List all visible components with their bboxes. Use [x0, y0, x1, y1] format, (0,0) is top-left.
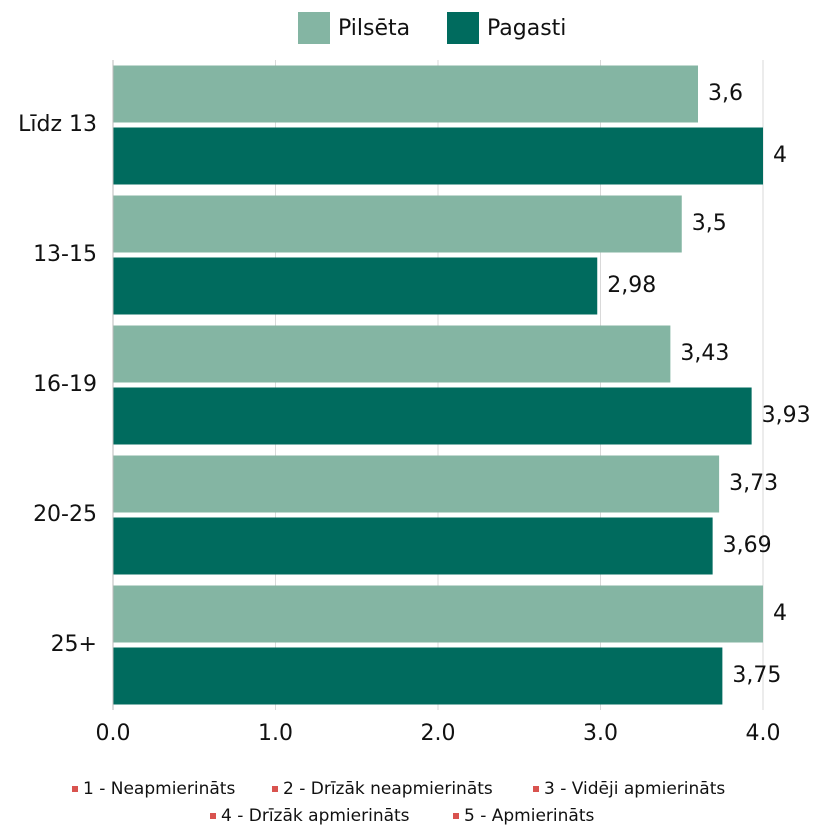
x-tick-label: 2.0 [421, 721, 456, 746]
value-label: 2,98 [607, 273, 656, 298]
legend-swatch [447, 12, 479, 44]
y-tick-label: 16-19 [33, 372, 97, 397]
bar [113, 387, 752, 445]
bar [113, 325, 671, 383]
scale-label: 5 - Apmierināts [464, 806, 594, 826]
legend-label: Pagasti [487, 16, 566, 41]
value-label: 3,75 [732, 663, 781, 688]
bar [113, 195, 682, 253]
scale-swatch [210, 813, 216, 819]
scale-label: 3 - Vidēji apmierināts [544, 779, 725, 799]
y-tick-label: Līdz 13 [18, 112, 97, 137]
scale-swatch [453, 813, 459, 819]
scale-swatch [533, 786, 539, 792]
bar [113, 585, 763, 643]
bar [113, 517, 713, 575]
scale-swatch [272, 786, 278, 792]
bar [113, 127, 763, 185]
value-label: 4 [773, 143, 787, 168]
value-label: 3,43 [680, 341, 729, 366]
legend-label: Pilsēta [338, 16, 410, 41]
scale-swatch [72, 786, 78, 792]
legend-swatch [298, 12, 330, 44]
y-tick-label: 20-25 [33, 502, 97, 527]
value-label: 4 [773, 601, 787, 626]
y-tick-label: 25+ [51, 632, 97, 657]
scale-label: 1 - Neapmierināts [83, 779, 235, 799]
bar [113, 257, 598, 315]
bar [113, 65, 698, 123]
y-tick-label: 13-15 [33, 242, 97, 267]
value-label: 3,5 [692, 211, 727, 236]
x-tick-label: 3.0 [583, 721, 618, 746]
scale-label: 4 - Drīzāk apmierināts [221, 806, 410, 826]
x-tick-label: 0.0 [96, 721, 131, 746]
value-label: 3,93 [762, 403, 811, 428]
bar [113, 647, 723, 705]
x-tick-label: 4.0 [746, 721, 781, 746]
bar [113, 455, 720, 513]
value-label: 3,73 [729, 471, 778, 496]
scale-label: 2 - Drīzāk neapmierināts [283, 779, 493, 799]
value-label: 3,6 [708, 81, 743, 106]
x-tick-label: 1.0 [258, 721, 293, 746]
value-label: 3,69 [723, 533, 772, 558]
